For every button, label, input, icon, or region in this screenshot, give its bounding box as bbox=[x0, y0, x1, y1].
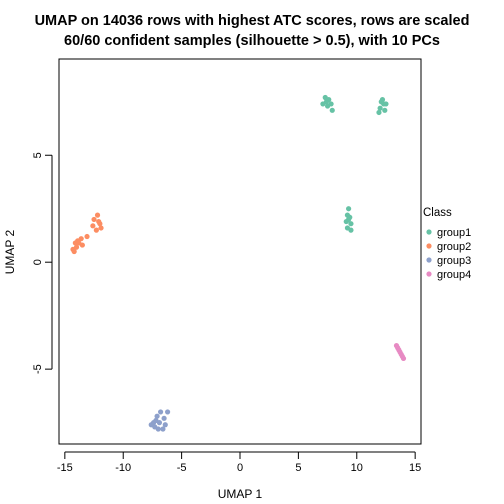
x-tick-label: 0 bbox=[237, 462, 243, 474]
point-group3 bbox=[153, 417, 159, 424]
point-group1 bbox=[323, 99, 330, 105]
point-group3 bbox=[165, 409, 171, 415]
point-group3 bbox=[161, 415, 167, 421]
legend-swatch-group2 bbox=[426, 243, 432, 249]
point-group3 bbox=[152, 424, 158, 430]
point-group2 bbox=[91, 216, 97, 223]
point-group2 bbox=[97, 221, 103, 227]
data-points bbox=[70, 94, 407, 432]
y-tick-label: -5 bbox=[32, 364, 44, 374]
point-group2 bbox=[71, 248, 77, 255]
y-tick-label: 5 bbox=[32, 152, 44, 158]
x-tick-label: 5 bbox=[295, 462, 301, 474]
point-group1 bbox=[376, 109, 382, 116]
point-group2 bbox=[94, 212, 101, 218]
point-group2 bbox=[84, 233, 90, 240]
point-group1 bbox=[346, 216, 352, 223]
point-group3 bbox=[162, 422, 168, 428]
chart-title-line-2: 60/60 confident samples (silhouette > 0.… bbox=[64, 33, 440, 49]
point-group1 bbox=[329, 107, 335, 113]
x-tick-label: 15 bbox=[409, 462, 421, 474]
point-group4 bbox=[400, 355, 407, 362]
x-tick-label: -10 bbox=[115, 462, 131, 474]
x-tick-label: -15 bbox=[57, 462, 73, 474]
point-group1 bbox=[348, 221, 354, 227]
point-group1 bbox=[382, 107, 388, 113]
point-group2 bbox=[98, 225, 104, 231]
legend-swatch-group4 bbox=[426, 271, 432, 277]
y-tick-label: 0 bbox=[32, 259, 44, 265]
x-axis-label: UMAP 1 bbox=[218, 487, 263, 501]
y-axis: -5 0 5 bbox=[32, 152, 53, 374]
point-group1 bbox=[328, 101, 334, 107]
point-group1 bbox=[383, 101, 389, 107]
x-axis: -15 -10 -5 0 5 10 15 bbox=[57, 451, 421, 474]
point-group3 bbox=[154, 413, 160, 419]
point-group2 bbox=[76, 240, 82, 246]
legend-swatch-group3 bbox=[426, 257, 432, 263]
legend-label-group2: group2 bbox=[437, 241, 471, 253]
x-tick-label: 10 bbox=[351, 462, 363, 474]
point-group1 bbox=[378, 99, 384, 105]
plot-frame bbox=[58, 58, 422, 445]
point-group2 bbox=[90, 223, 96, 229]
legend-swatch-group1 bbox=[426, 229, 432, 235]
point-group2 bbox=[93, 227, 99, 233]
point-group1 bbox=[346, 206, 352, 212]
point-group1 bbox=[377, 105, 383, 111]
legend-label-group1: group1 bbox=[437, 227, 471, 239]
point-group3 bbox=[160, 426, 166, 432]
y-axis-label: UMAP 2 bbox=[3, 229, 17, 274]
legend-label-group4: group4 bbox=[437, 269, 471, 281]
chart-title-line-1: UMAP on 14036 rows with highest ATC scor… bbox=[35, 13, 470, 29]
point-group3 bbox=[157, 409, 164, 415]
legend-label-group3: group3 bbox=[437, 255, 471, 267]
x-tick-label: -5 bbox=[177, 462, 187, 474]
legend-title: Class bbox=[423, 207, 452, 219]
legend: Class group1 group2 group3 group4 bbox=[423, 207, 471, 281]
point-group1 bbox=[348, 227, 354, 233]
